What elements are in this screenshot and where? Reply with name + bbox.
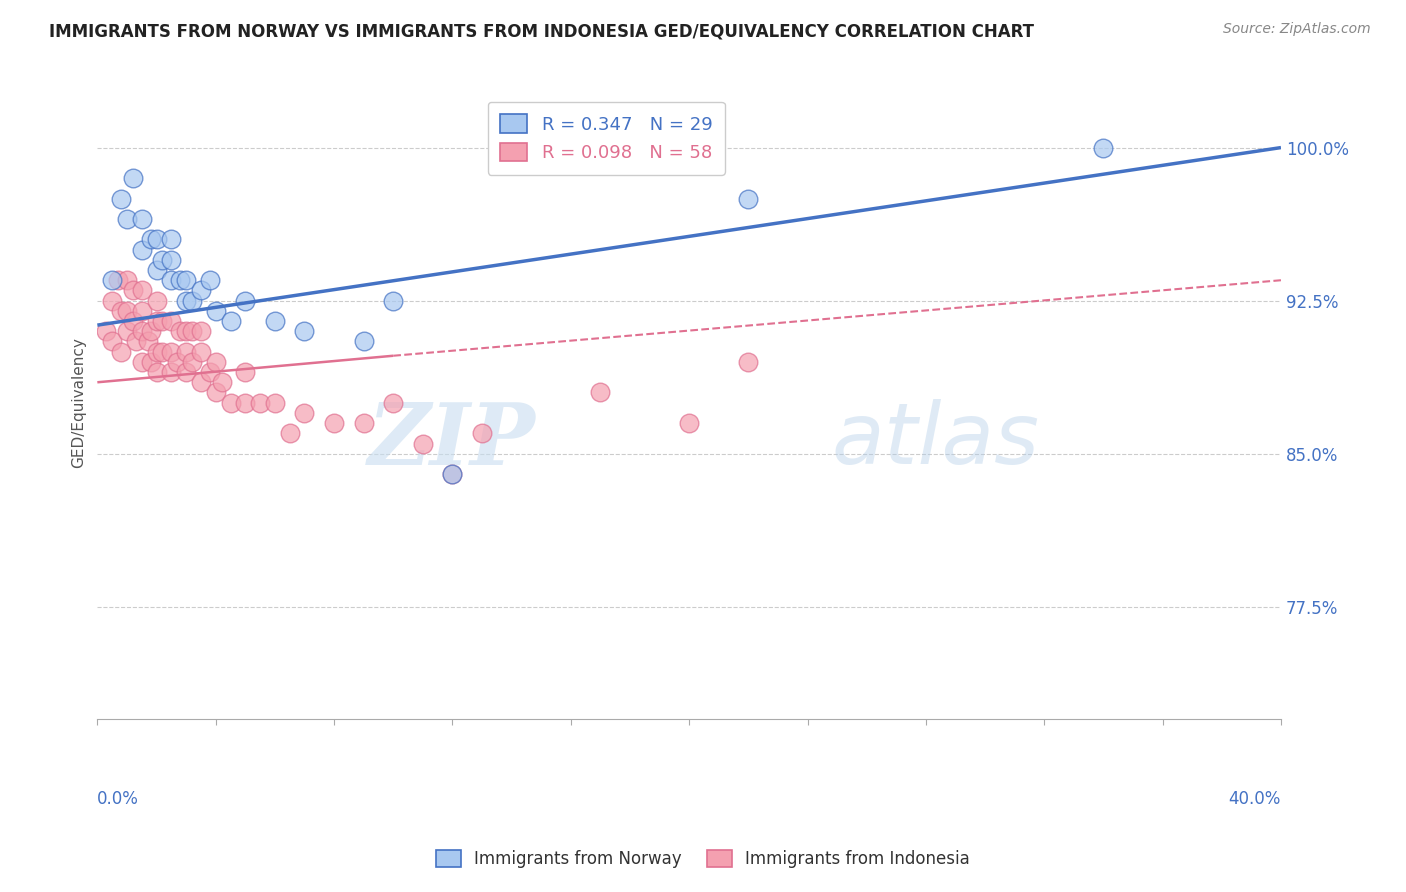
Point bbox=[678, 416, 700, 430]
Point bbox=[131, 243, 153, 257]
Point bbox=[294, 324, 316, 338]
Point bbox=[107, 273, 129, 287]
Point bbox=[382, 293, 405, 308]
Point bbox=[219, 395, 242, 409]
Point bbox=[1092, 140, 1115, 154]
Point bbox=[382, 395, 405, 409]
Text: 40.0%: 40.0% bbox=[1229, 790, 1281, 808]
Point bbox=[211, 376, 233, 390]
Point bbox=[174, 344, 197, 359]
Point bbox=[166, 355, 188, 369]
Point bbox=[125, 334, 148, 349]
Point bbox=[181, 355, 204, 369]
Point bbox=[145, 263, 167, 277]
Point bbox=[174, 324, 197, 338]
Point bbox=[264, 395, 287, 409]
Point bbox=[174, 273, 197, 287]
Point bbox=[121, 314, 143, 328]
Legend: Immigrants from Norway, Immigrants from Indonesia: Immigrants from Norway, Immigrants from … bbox=[429, 843, 977, 875]
Point bbox=[233, 293, 256, 308]
Point bbox=[110, 344, 132, 359]
Point bbox=[160, 344, 183, 359]
Point bbox=[589, 385, 612, 400]
Point bbox=[101, 273, 124, 287]
Point bbox=[131, 303, 153, 318]
Point bbox=[190, 284, 212, 298]
Point bbox=[198, 365, 221, 379]
Point bbox=[121, 171, 143, 186]
Point bbox=[160, 273, 183, 287]
Point bbox=[145, 344, 167, 359]
Point bbox=[190, 324, 212, 338]
Point bbox=[204, 303, 226, 318]
Point bbox=[219, 314, 242, 328]
Y-axis label: GED/Equivalency: GED/Equivalency bbox=[72, 337, 86, 468]
Point bbox=[131, 355, 153, 369]
Point bbox=[110, 192, 132, 206]
Point bbox=[278, 426, 301, 441]
Point bbox=[139, 232, 162, 246]
Point bbox=[160, 314, 183, 328]
Point bbox=[441, 467, 464, 482]
Point bbox=[174, 293, 197, 308]
Point bbox=[249, 395, 271, 409]
Point bbox=[204, 355, 226, 369]
Text: 0.0%: 0.0% bbox=[97, 790, 139, 808]
Point bbox=[101, 293, 124, 308]
Point bbox=[233, 395, 256, 409]
Point bbox=[294, 406, 316, 420]
Point bbox=[737, 355, 759, 369]
Point bbox=[160, 252, 183, 267]
Point bbox=[131, 284, 153, 298]
Point bbox=[152, 252, 174, 267]
Point bbox=[737, 192, 759, 206]
Point bbox=[96, 324, 118, 338]
Point bbox=[152, 344, 174, 359]
Point bbox=[441, 467, 464, 482]
Text: ZIP: ZIP bbox=[367, 399, 536, 483]
Point bbox=[233, 365, 256, 379]
Point bbox=[115, 273, 138, 287]
Point bbox=[174, 365, 197, 379]
Point bbox=[198, 273, 221, 287]
Text: Source: ZipAtlas.com: Source: ZipAtlas.com bbox=[1223, 22, 1371, 37]
Point bbox=[353, 416, 375, 430]
Point bbox=[169, 273, 191, 287]
Legend: R = 0.347   N = 29, R = 0.098   N = 58: R = 0.347 N = 29, R = 0.098 N = 58 bbox=[488, 102, 725, 175]
Point bbox=[353, 334, 375, 349]
Point bbox=[139, 324, 162, 338]
Point bbox=[101, 334, 124, 349]
Point bbox=[181, 324, 204, 338]
Point bbox=[160, 365, 183, 379]
Point bbox=[160, 232, 183, 246]
Point bbox=[115, 324, 138, 338]
Point bbox=[131, 212, 153, 227]
Point bbox=[190, 344, 212, 359]
Text: IMMIGRANTS FROM NORWAY VS IMMIGRANTS FROM INDONESIA GED/EQUIVALENCY CORRELATION : IMMIGRANTS FROM NORWAY VS IMMIGRANTS FRO… bbox=[49, 22, 1035, 40]
Point bbox=[169, 324, 191, 338]
Point bbox=[139, 355, 162, 369]
Text: atlas: atlas bbox=[831, 399, 1039, 483]
Point bbox=[323, 416, 346, 430]
Point bbox=[121, 284, 143, 298]
Point bbox=[145, 293, 167, 308]
Point bbox=[110, 303, 132, 318]
Point bbox=[471, 426, 494, 441]
Point bbox=[145, 365, 167, 379]
Point bbox=[136, 334, 159, 349]
Point bbox=[115, 212, 138, 227]
Point bbox=[131, 324, 153, 338]
Point bbox=[412, 436, 434, 450]
Point bbox=[145, 232, 167, 246]
Point bbox=[190, 376, 212, 390]
Point bbox=[264, 314, 287, 328]
Point bbox=[204, 385, 226, 400]
Point bbox=[181, 293, 204, 308]
Point bbox=[152, 314, 174, 328]
Point bbox=[145, 314, 167, 328]
Point bbox=[115, 303, 138, 318]
